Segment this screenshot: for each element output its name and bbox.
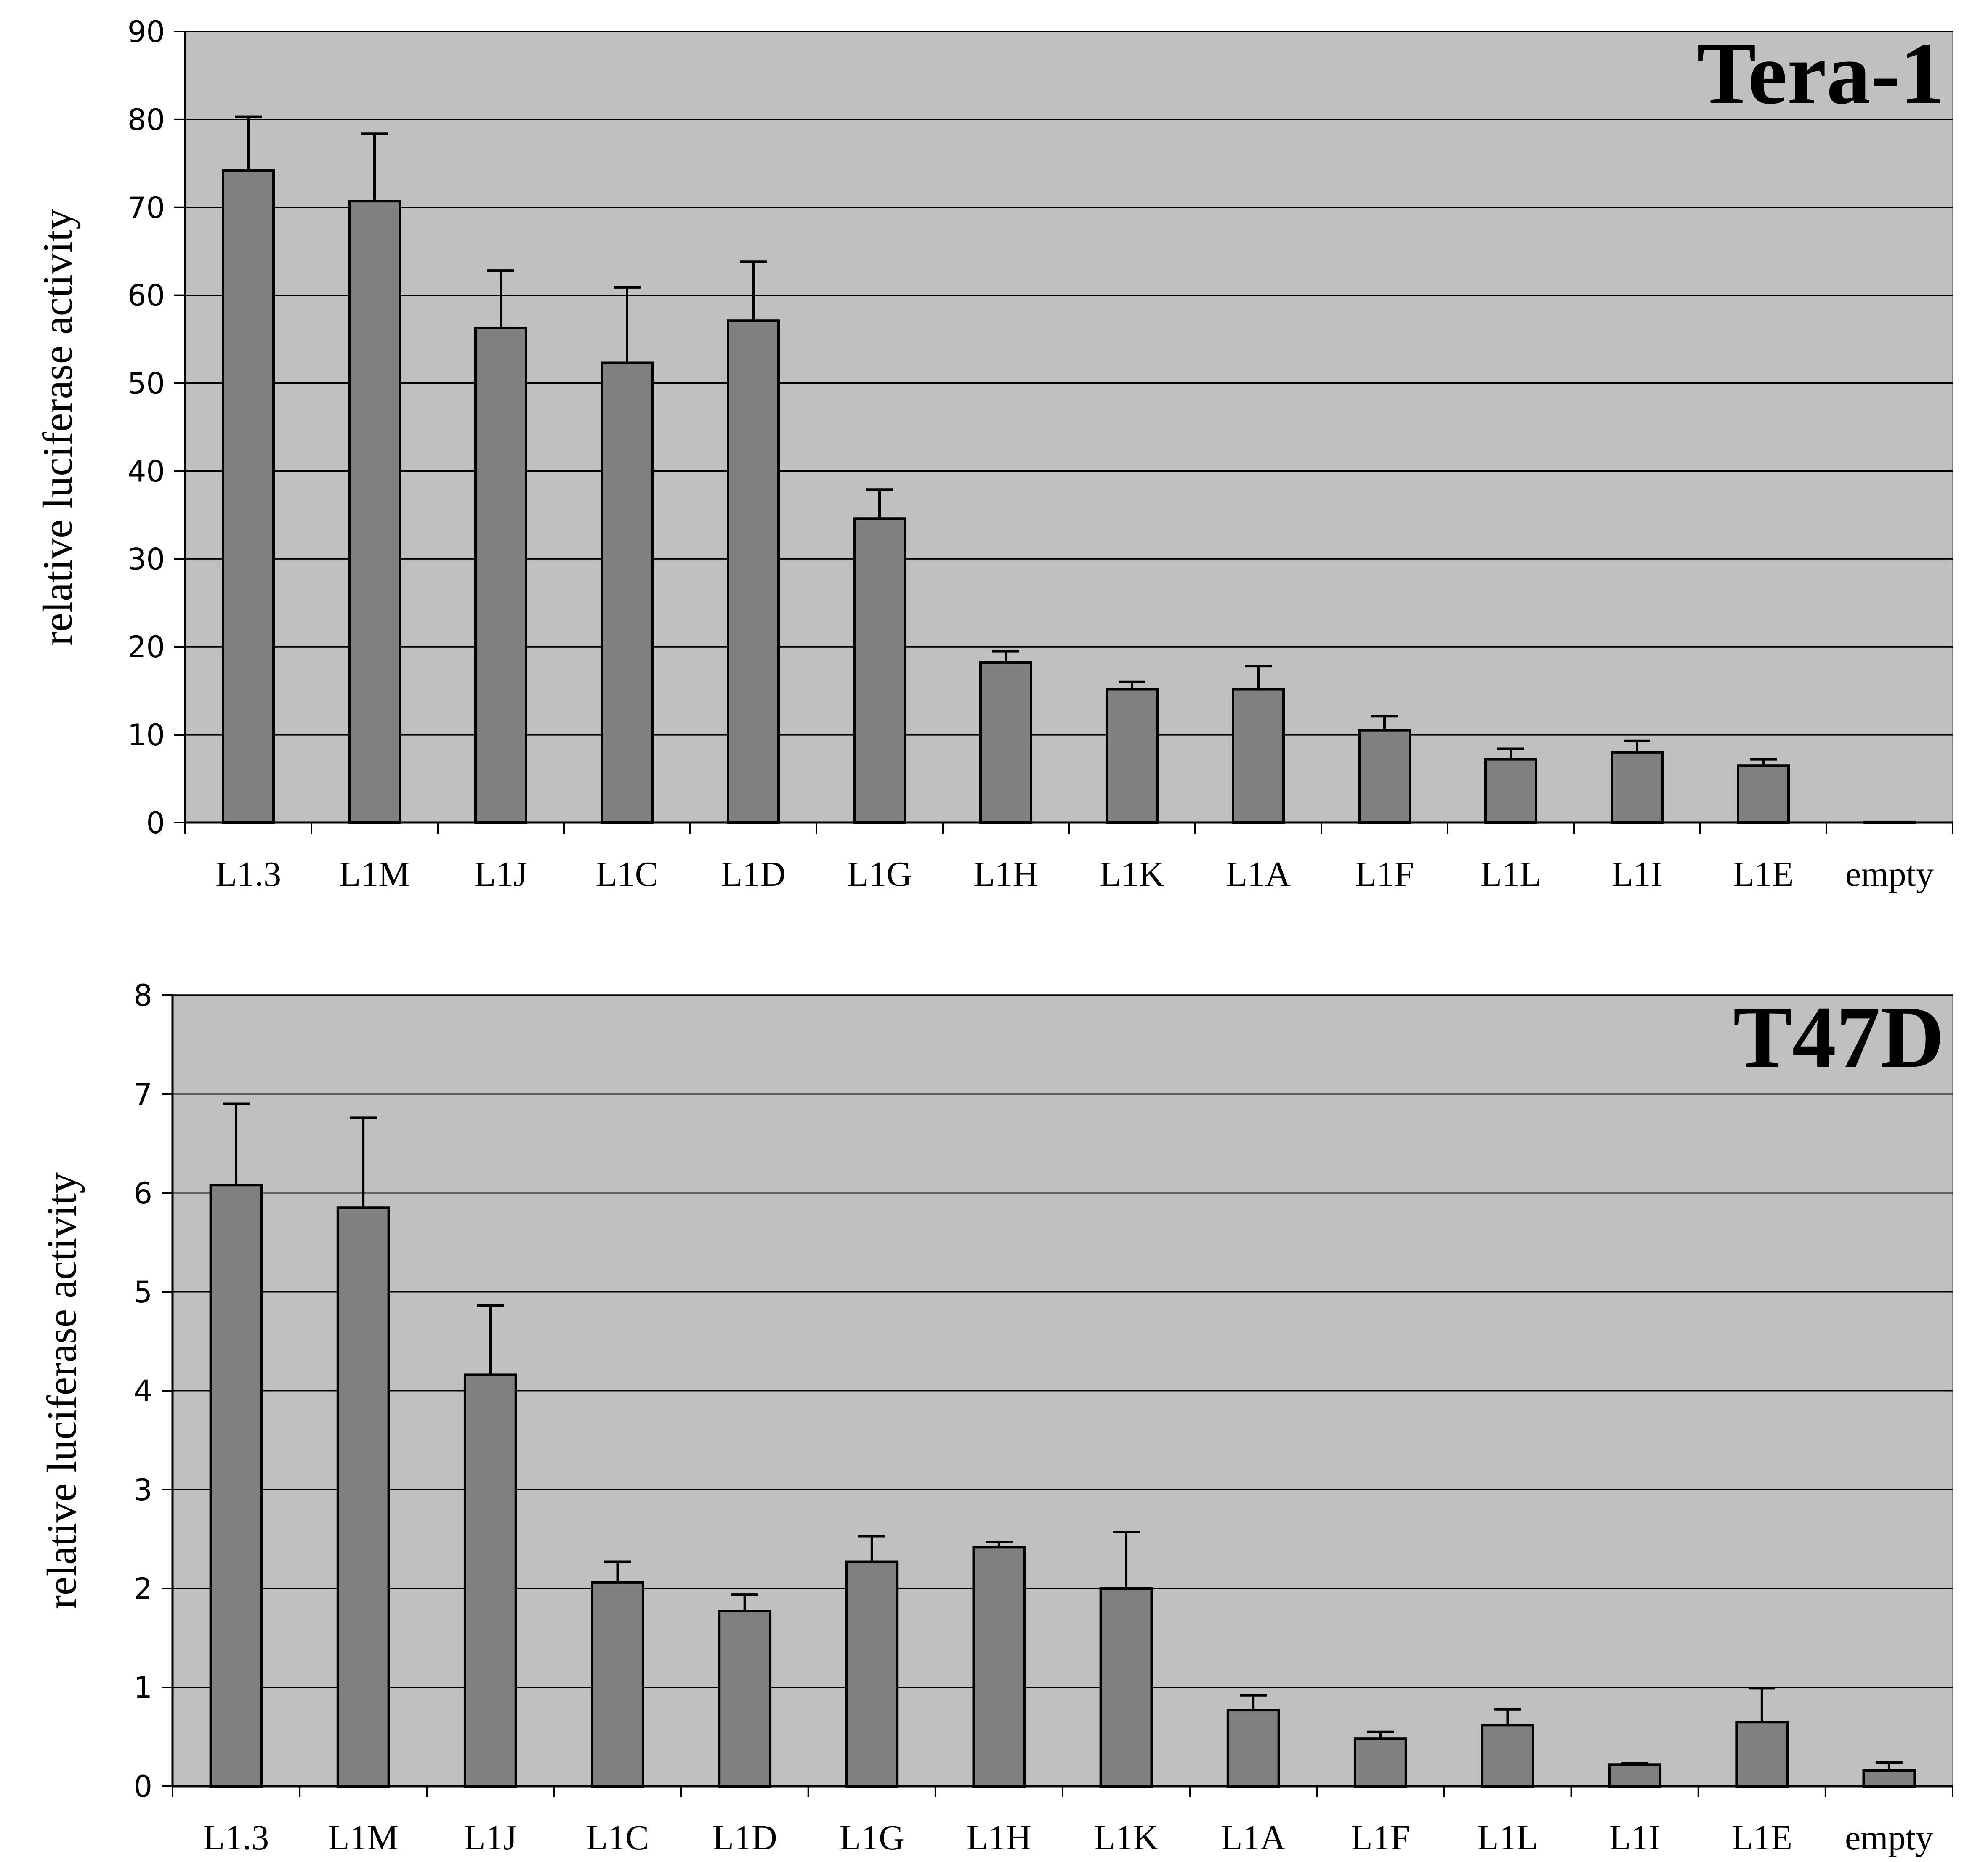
y-tick-label: 0 [133, 1769, 152, 1804]
y-tick-label: 8 [133, 978, 152, 1013]
x-tick-label: L1L [1480, 855, 1541, 894]
bar [1106, 688, 1159, 824]
y-tick-label: 4 [133, 1374, 152, 1408]
y-tick-label: 70 [128, 191, 165, 225]
x-tick-label: L1I [1611, 855, 1662, 894]
bar [1358, 729, 1411, 824]
x-tick-label: L1D [712, 1818, 777, 1857]
y-tick-label: 3 [133, 1473, 152, 1507]
x-tick-label: L1K [1100, 855, 1164, 894]
x-tick-label: L1C [595, 855, 658, 894]
bar [463, 1373, 517, 1788]
y-axis-label: relative luciferase activity [38, 1172, 85, 1609]
bar [474, 326, 527, 824]
x-tick-label: empty [1845, 1818, 1933, 1857]
y-tick-label: 50 [128, 367, 165, 401]
bar [979, 661, 1032, 824]
x-tick-label: L1K [1094, 1818, 1159, 1857]
x-tick-label: L1.3 [215, 855, 281, 894]
x-tick-label: L1C [586, 1818, 649, 1857]
y-tick-label: 40 [128, 454, 165, 489]
y-tick-label: 7 [133, 1077, 152, 1112]
bar [591, 1581, 644, 1788]
bar [1353, 1737, 1407, 1788]
x-tick-label: L1H [973, 855, 1038, 894]
x-tick-label: L1A [1221, 1818, 1286, 1857]
y-tick-label: 30 [128, 542, 165, 576]
bar [1226, 1709, 1280, 1788]
x-tick-label: L1E [1733, 855, 1794, 894]
y-tick-label: 1 [133, 1671, 152, 1705]
y-tick-label: 80 [128, 103, 165, 137]
x-tick-label: L1M [328, 1818, 399, 1857]
x-tick-label: L1F [1355, 855, 1414, 894]
bar [727, 319, 780, 824]
y-tick-label: 20 [128, 630, 165, 664]
bar [601, 361, 654, 824]
bar [1608, 1763, 1662, 1788]
bar [1099, 1587, 1153, 1788]
y-tick-label: 2 [133, 1572, 152, 1606]
bar [972, 1546, 1026, 1788]
bar [348, 200, 401, 824]
x-tick-label: L1J [464, 1818, 517, 1857]
x-tick-label: L1L [1477, 1818, 1538, 1857]
bar [336, 1206, 390, 1788]
x-tick-label: L1M [339, 855, 410, 894]
bar [209, 1184, 263, 1788]
x-tick-label: empty [1845, 855, 1934, 894]
bar [1484, 758, 1537, 824]
panel-title: T47D [1733, 988, 1944, 1086]
x-tick-label: L1A [1226, 855, 1291, 894]
y-tick-label: 0 [146, 806, 165, 840]
x-tick-label: L1G [847, 855, 912, 894]
y-tick-label: 5 [133, 1275, 152, 1310]
bar [1862, 1769, 1916, 1788]
y-tick-label: 10 [128, 718, 165, 752]
x-tick-label: L1.3 [203, 1818, 269, 1857]
bar [1611, 751, 1664, 824]
bar [853, 517, 906, 824]
x-tick-label: L1G [840, 1818, 904, 1857]
x-tick-label: L1E [1731, 1818, 1792, 1857]
plot-area [184, 31, 1953, 823]
y-tick-label: 6 [133, 1176, 152, 1211]
bar [1863, 820, 1916, 824]
bar [222, 169, 275, 824]
x-tick-label: L1F [1351, 1818, 1410, 1857]
bar [1232, 688, 1285, 824]
x-tick-label: L1H [967, 1818, 1031, 1857]
bar [845, 1560, 899, 1788]
bar [1737, 764, 1790, 824]
x-tick-label: L1D [721, 855, 786, 894]
chart-panel-t47d: 0 1 2 3 4 5 6 7 8 L1.3 L1M L1J L1C L1D L1G L1H L1K L1A L1F… [38, 978, 1953, 1857]
bar [718, 1610, 772, 1788]
panel-title: Tera-1 [1697, 25, 1944, 122]
y-axis-label: relative luciferase activity [34, 209, 81, 645]
bar [1735, 1721, 1789, 1788]
x-tick-label: L1J [474, 855, 527, 894]
chart-panel-tera1: 0 10 20 30 40 50 60 70 80 90 L1.3 L1M L1J L1C L1D L1G L1… [34, 15, 1953, 894]
x-tick-label: L1I [1609, 1818, 1660, 1857]
bar [1481, 1724, 1534, 1788]
y-tick-label: 60 [128, 279, 165, 313]
y-tick-label: 90 [128, 15, 165, 49]
